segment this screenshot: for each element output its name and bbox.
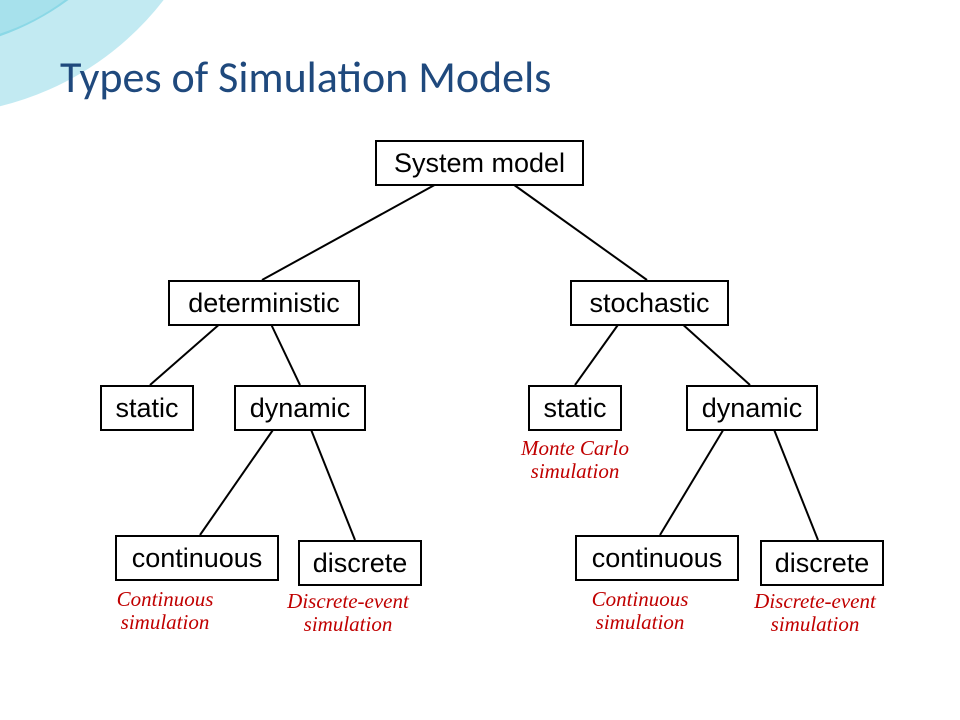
node-label: continuous [592, 544, 723, 572]
caption-d-discrete: Discrete-event simulation [258, 590, 438, 636]
node-system-model: System model [375, 140, 584, 186]
caption-monte-carlo: Monte Carlo simulation [485, 437, 665, 483]
tree-edge [660, 427, 725, 535]
page-title: Types of Simulation Models [60, 50, 551, 104]
node-s-continuous: continuous [575, 535, 739, 581]
node-s-static: static [528, 385, 622, 431]
caption-line: Continuous [117, 587, 214, 611]
node-d-discrete: discrete [298, 540, 422, 586]
tree-edge [575, 322, 620, 385]
caption-line: simulation [596, 610, 685, 634]
node-d-continuous: continuous [115, 535, 279, 581]
caption-line: simulation [531, 459, 620, 483]
node-deterministic: deterministic [168, 280, 360, 326]
node-label: continuous [132, 544, 263, 572]
node-label: dynamic [250, 394, 351, 422]
node-d-static: static [100, 385, 194, 431]
tree-edge [510, 182, 647, 280]
node-label: dynamic [702, 394, 803, 422]
caption-line: simulation [121, 610, 210, 634]
node-label: static [543, 394, 606, 422]
node-s-dynamic: dynamic [686, 385, 818, 431]
caption-line: Monte Carlo [521, 436, 629, 460]
node-label: System model [394, 149, 565, 177]
node-label: static [115, 394, 178, 422]
caption-line: simulation [771, 612, 860, 636]
node-label: deterministic [188, 289, 340, 317]
node-stochastic: stochastic [570, 280, 729, 326]
tree-edge [150, 322, 222, 385]
corner-decoration [0, 0, 300, 210]
caption-line: Discrete-event [287, 589, 409, 613]
tree-edge [200, 427, 275, 535]
caption-s-continuous: Continuous simulation [550, 588, 730, 634]
tree-edge [773, 427, 818, 540]
caption-line: simulation [304, 612, 393, 636]
tree-edge [270, 322, 300, 385]
node-label: discrete [313, 549, 408, 577]
node-s-discrete: discrete [760, 540, 884, 586]
caption-line: Discrete-event [754, 589, 876, 613]
tree-edge [310, 427, 355, 540]
slide: { "title": { "text": "Types of Simulatio… [0, 0, 960, 720]
tree-edge [680, 322, 750, 385]
node-label: stochastic [589, 289, 709, 317]
caption-d-continuous: Continuous simulation [75, 588, 255, 634]
node-label: discrete [775, 549, 870, 577]
caption-s-discrete: Discrete-event simulation [725, 590, 905, 636]
caption-line: Continuous [592, 587, 689, 611]
node-d-dynamic: dynamic [234, 385, 366, 431]
tree-edge [262, 182, 440, 280]
deco-arc-2 [0, 0, 155, 30]
